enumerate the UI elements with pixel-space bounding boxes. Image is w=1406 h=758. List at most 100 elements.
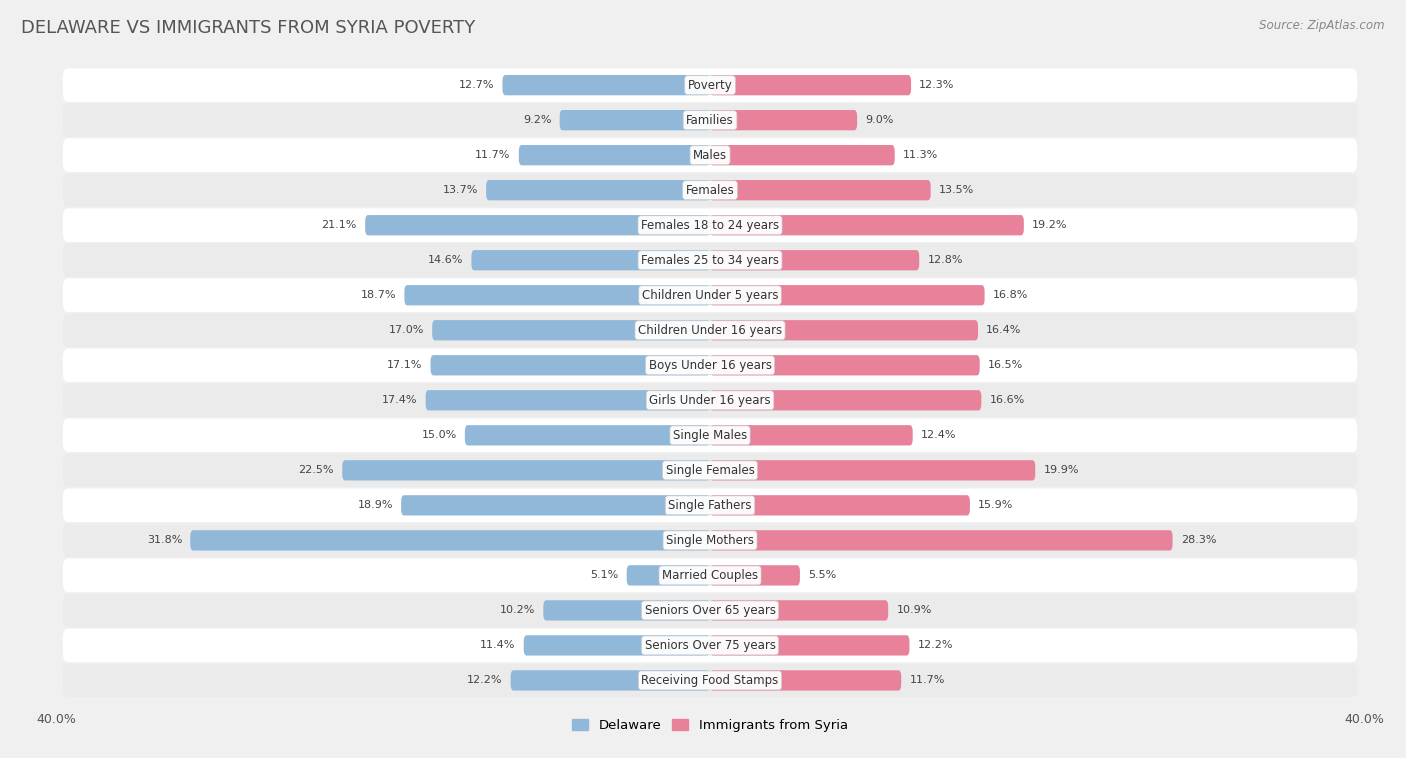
FancyBboxPatch shape <box>63 208 1357 242</box>
FancyBboxPatch shape <box>401 495 710 515</box>
Text: Single Males: Single Males <box>673 429 747 442</box>
Text: 10.2%: 10.2% <box>499 606 536 615</box>
Legend: Delaware, Immigrants from Syria: Delaware, Immigrants from Syria <box>567 713 853 737</box>
Text: Single Mothers: Single Mothers <box>666 534 754 547</box>
Text: Single Females: Single Females <box>665 464 755 477</box>
Text: 9.0%: 9.0% <box>865 115 894 125</box>
Text: 12.3%: 12.3% <box>920 80 955 90</box>
FancyBboxPatch shape <box>63 278 1357 312</box>
FancyBboxPatch shape <box>63 418 1357 452</box>
FancyBboxPatch shape <box>486 180 710 200</box>
Text: Poverty: Poverty <box>688 79 733 92</box>
Text: Source: ZipAtlas.com: Source: ZipAtlas.com <box>1260 19 1385 32</box>
Text: 15.0%: 15.0% <box>422 431 457 440</box>
FancyBboxPatch shape <box>63 349 1357 382</box>
Text: 13.5%: 13.5% <box>939 185 974 196</box>
FancyBboxPatch shape <box>63 559 1357 592</box>
FancyBboxPatch shape <box>710 425 912 446</box>
FancyBboxPatch shape <box>430 356 710 375</box>
Text: Single Fathers: Single Fathers <box>668 499 752 512</box>
Text: 5.5%: 5.5% <box>808 570 837 581</box>
FancyBboxPatch shape <box>710 145 894 165</box>
Text: 12.2%: 12.2% <box>918 641 953 650</box>
Text: Seniors Over 75 years: Seniors Over 75 years <box>644 639 776 652</box>
FancyBboxPatch shape <box>63 314 1357 347</box>
FancyBboxPatch shape <box>710 215 1024 236</box>
FancyBboxPatch shape <box>710 495 970 515</box>
FancyBboxPatch shape <box>190 530 710 550</box>
Text: 11.7%: 11.7% <box>475 150 510 160</box>
Text: 19.9%: 19.9% <box>1043 465 1078 475</box>
Text: 19.2%: 19.2% <box>1032 221 1067 230</box>
Text: 16.6%: 16.6% <box>990 396 1025 406</box>
FancyBboxPatch shape <box>63 174 1357 207</box>
Text: Receiving Food Stamps: Receiving Food Stamps <box>641 674 779 687</box>
FancyBboxPatch shape <box>510 670 710 691</box>
FancyBboxPatch shape <box>519 145 710 165</box>
FancyBboxPatch shape <box>63 663 1357 697</box>
Text: Seniors Over 65 years: Seniors Over 65 years <box>644 604 776 617</box>
Text: Children Under 5 years: Children Under 5 years <box>641 289 779 302</box>
Text: Females 25 to 34 years: Females 25 to 34 years <box>641 254 779 267</box>
FancyBboxPatch shape <box>710 390 981 410</box>
Text: 17.1%: 17.1% <box>387 360 422 370</box>
FancyBboxPatch shape <box>710 356 980 375</box>
FancyBboxPatch shape <box>63 103 1357 137</box>
FancyBboxPatch shape <box>710 285 984 305</box>
Text: 12.7%: 12.7% <box>458 80 495 90</box>
Text: DELAWARE VS IMMIGRANTS FROM SYRIA POVERTY: DELAWARE VS IMMIGRANTS FROM SYRIA POVERT… <box>21 19 475 37</box>
Text: 10.9%: 10.9% <box>897 606 932 615</box>
Text: 21.1%: 21.1% <box>322 221 357 230</box>
FancyBboxPatch shape <box>710 320 979 340</box>
FancyBboxPatch shape <box>342 460 710 481</box>
FancyBboxPatch shape <box>710 75 911 96</box>
Text: 11.7%: 11.7% <box>910 675 945 685</box>
FancyBboxPatch shape <box>63 594 1357 627</box>
Text: Girls Under 16 years: Girls Under 16 years <box>650 394 770 407</box>
Text: 13.7%: 13.7% <box>443 185 478 196</box>
FancyBboxPatch shape <box>710 460 1035 481</box>
FancyBboxPatch shape <box>432 320 710 340</box>
FancyBboxPatch shape <box>405 285 710 305</box>
FancyBboxPatch shape <box>63 243 1357 277</box>
FancyBboxPatch shape <box>710 110 858 130</box>
FancyBboxPatch shape <box>465 425 710 446</box>
FancyBboxPatch shape <box>710 600 889 621</box>
Text: Males: Males <box>693 149 727 161</box>
Text: Families: Families <box>686 114 734 127</box>
Text: 12.4%: 12.4% <box>921 431 956 440</box>
Text: 14.6%: 14.6% <box>427 255 463 265</box>
FancyBboxPatch shape <box>710 635 910 656</box>
Text: 12.8%: 12.8% <box>928 255 963 265</box>
Text: 16.8%: 16.8% <box>993 290 1028 300</box>
FancyBboxPatch shape <box>523 635 710 656</box>
FancyBboxPatch shape <box>63 524 1357 557</box>
FancyBboxPatch shape <box>543 600 710 621</box>
Text: Boys Under 16 years: Boys Under 16 years <box>648 359 772 371</box>
FancyBboxPatch shape <box>63 453 1357 487</box>
FancyBboxPatch shape <box>63 68 1357 102</box>
Text: 11.4%: 11.4% <box>481 641 516 650</box>
FancyBboxPatch shape <box>471 250 710 271</box>
Text: 31.8%: 31.8% <box>146 535 183 545</box>
Text: 17.4%: 17.4% <box>382 396 418 406</box>
FancyBboxPatch shape <box>627 565 710 585</box>
FancyBboxPatch shape <box>560 110 710 130</box>
FancyBboxPatch shape <box>63 384 1357 417</box>
Text: Married Couples: Married Couples <box>662 569 758 582</box>
Text: Females 18 to 24 years: Females 18 to 24 years <box>641 219 779 232</box>
FancyBboxPatch shape <box>63 139 1357 172</box>
FancyBboxPatch shape <box>710 670 901 691</box>
FancyBboxPatch shape <box>63 628 1357 662</box>
FancyBboxPatch shape <box>710 565 800 585</box>
Text: 16.5%: 16.5% <box>988 360 1024 370</box>
Text: 18.7%: 18.7% <box>361 290 396 300</box>
Text: 28.3%: 28.3% <box>1181 535 1216 545</box>
FancyBboxPatch shape <box>710 530 1173 550</box>
FancyBboxPatch shape <box>426 390 710 410</box>
FancyBboxPatch shape <box>710 250 920 271</box>
Text: 15.9%: 15.9% <box>979 500 1014 510</box>
Text: Children Under 16 years: Children Under 16 years <box>638 324 782 337</box>
Text: 22.5%: 22.5% <box>298 465 335 475</box>
Text: 12.2%: 12.2% <box>467 675 502 685</box>
